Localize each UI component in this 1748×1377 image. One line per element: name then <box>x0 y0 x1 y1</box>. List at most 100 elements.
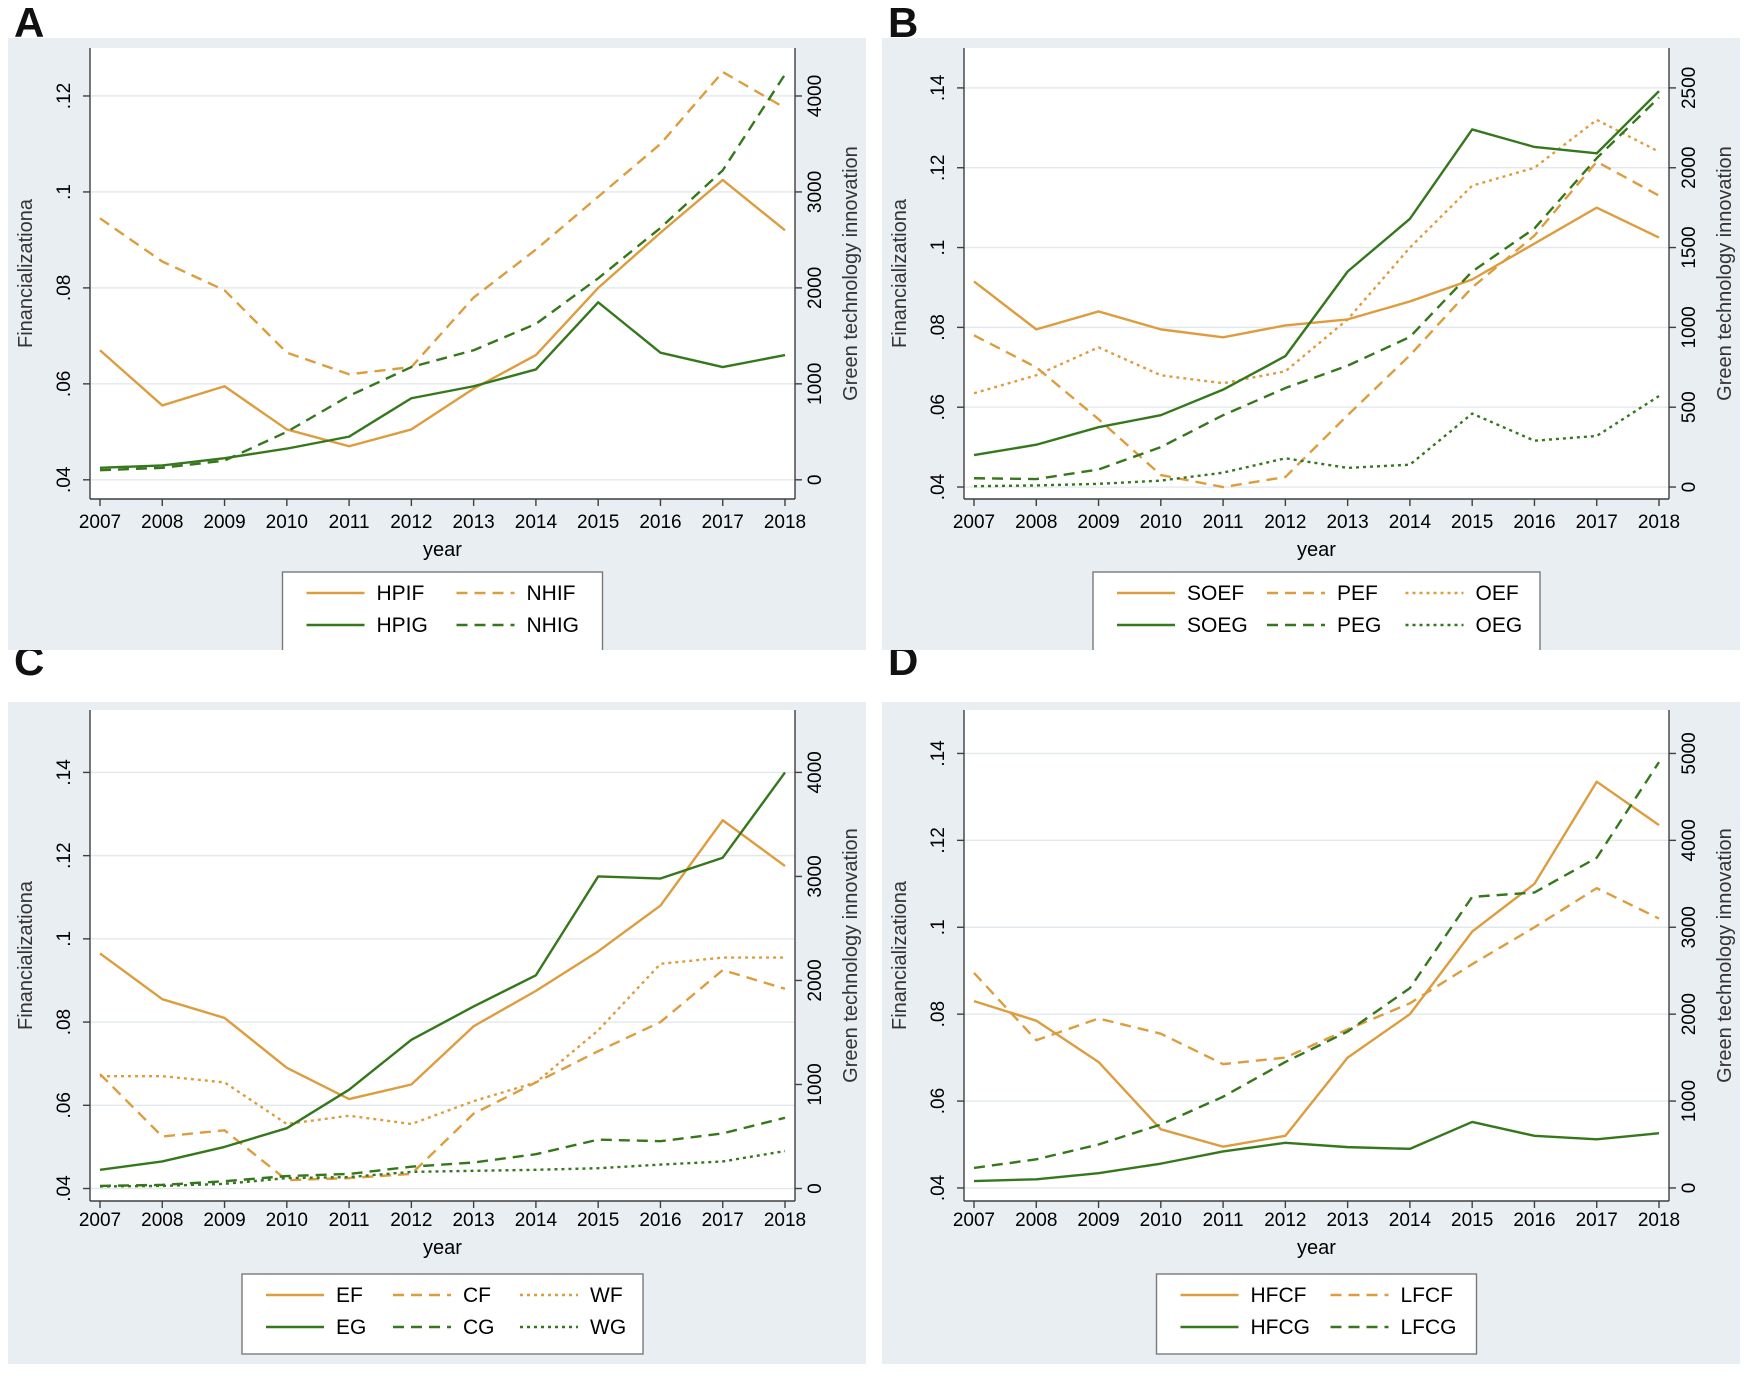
x-tick-label: 2011 <box>1203 1210 1244 1231</box>
series-soef <box>973 206 1660 339</box>
x-tick-label: 2010 <box>266 512 308 533</box>
x-tick-label: 2009 <box>1077 1210 1119 1231</box>
legend-label-hfcg: HFCG <box>1251 1316 1311 1339</box>
series-nhig <box>99 73 787 472</box>
x-tick-label: 2013 <box>1326 512 1368 533</box>
left-tick-label: .12 <box>928 827 949 853</box>
right-tick-label: 0 <box>1679 482 1700 493</box>
legend-label-lfcf: LFCF <box>1401 1284 1454 1307</box>
left-tick-label: .04 <box>54 1175 75 1202</box>
legend-label-pef: PEF <box>1337 582 1378 605</box>
left-axis-title: Financializationa <box>15 198 37 348</box>
legend-box <box>241 1273 644 1355</box>
left-tick-label: .1 <box>928 919 949 935</box>
left-axis-title: Financializationa <box>15 880 37 1030</box>
legend-label-wg: WG <box>590 1316 626 1339</box>
x-tick-label: 2009 <box>203 1210 245 1231</box>
x-tick-label: 2016 <box>1513 512 1555 533</box>
panel-label-a: A <box>14 0 45 46</box>
left-axis-title: Financializationa <box>889 880 911 1030</box>
left-tick-label: .08 <box>54 1009 75 1035</box>
x-tick-label: 2017 <box>1576 1210 1618 1231</box>
right-axis-title: Green technology innovation <box>840 146 862 401</box>
panel-b-chart: .04 .06 .08 .1 .12 .14 0 500 1000 1500 2000 2500 200… <box>882 38 1740 650</box>
x-tick-label: 2010 <box>1140 512 1182 533</box>
legend-label-hpig: HPIG <box>377 614 428 637</box>
x-axis-title: year <box>423 539 462 561</box>
x-tick-label: 2016 <box>639 512 681 533</box>
series-cf <box>99 968 786 1182</box>
panel-a-chart: .04 .06 .08 .1 .12 0 1000 2000 3000 4000 2007 2008 2… <box>8 38 866 650</box>
right-tick-label: 5000 <box>1679 732 1700 774</box>
x-tick-label: 2018 <box>1638 1210 1680 1231</box>
x-tick-label: 2012 <box>1264 512 1306 533</box>
right-tick-label: 1000 <box>1679 306 1700 348</box>
x-tick-label: 2016 <box>1513 1210 1555 1231</box>
right-tick-label: 0 <box>805 1183 826 1194</box>
right-axis-title: Green technology innovation <box>1714 828 1736 1083</box>
x-tick-label: 2011 <box>329 1210 370 1231</box>
x-tick-label: 2008 <box>1015 1210 1057 1231</box>
x-tick-label: 2014 <box>1389 512 1432 533</box>
right-tick-label: 3000 <box>805 855 826 897</box>
left-axis-title: Financializationa <box>889 198 911 348</box>
panel-c-chart: .04 .06 .08 .1 .12 .14 0 1000 2000 3000 4000 2007 20… <box>8 702 866 1364</box>
left-tick-label: .06 <box>54 1092 75 1118</box>
left-tick-label: .14 <box>54 759 75 786</box>
left-tick-label: .08 <box>54 275 75 301</box>
x-tick-label: 2012 <box>390 512 432 533</box>
right-tick-label: 0 <box>805 475 826 486</box>
panel-label-b: B <box>888 0 919 46</box>
right-tick-label: 3000 <box>1679 906 1700 948</box>
x-tick-label: 2015 <box>577 1210 619 1231</box>
series-oef <box>973 118 1660 395</box>
left-tick-label: .08 <box>928 1001 949 1027</box>
right-axis-title: Green technology innovation <box>840 828 862 1083</box>
x-tick-label: 2016 <box>639 1210 681 1231</box>
panel-d-chart: .04 .06 .08 .1 .12 .14 0 1000 2000 3000 4000 5000 20… <box>882 702 1740 1364</box>
left-tick-label: .06 <box>54 371 75 397</box>
x-tick-label: 2015 <box>1451 1210 1493 1231</box>
legend-label-oef: OEF <box>1476 582 1519 605</box>
right-tick-label: 4000 <box>1679 819 1700 861</box>
series-wg <box>99 1149 786 1188</box>
x-tick-label: 2013 <box>452 1210 494 1231</box>
x-tick-label: 2009 <box>1077 512 1119 533</box>
legend-label-nhig: NHIG <box>527 614 580 637</box>
x-tick-label: 2010 <box>1140 1210 1182 1231</box>
x-tick-label: 2008 <box>1015 512 1057 533</box>
series-pef <box>973 160 1660 489</box>
left-tick-label: .08 <box>928 314 949 340</box>
legend-label-soef: SOEF <box>1187 582 1244 605</box>
legend-label-eg: EG <box>336 1316 366 1339</box>
x-tick-label: 2012 <box>1264 1210 1306 1231</box>
right-tick-label: 1500 <box>1679 226 1700 268</box>
right-tick-label: 2500 <box>1679 67 1700 109</box>
left-tick-label: .04 <box>54 466 75 493</box>
right-tick-label: 0 <box>1679 1183 1700 1194</box>
series-oeg <box>973 395 1660 488</box>
series-hpig <box>99 301 786 470</box>
series-lfcf <box>973 886 1660 1066</box>
right-tick-label: 3000 <box>805 171 826 213</box>
right-tick-label: 500 <box>1679 391 1700 423</box>
legend-box <box>1092 571 1541 650</box>
legend-label-cg: CG <box>463 1316 495 1339</box>
left-tick-label: .1 <box>54 931 75 947</box>
x-tick-label: 2017 <box>1576 512 1618 533</box>
left-tick-label: .04 <box>928 473 949 500</box>
series-nhif <box>99 70 786 376</box>
x-tick-label: 2009 <box>203 512 245 533</box>
x-tick-label: 2018 <box>1638 512 1680 533</box>
right-tick-label: 2000 <box>805 267 826 309</box>
right-tick-label: 2000 <box>805 959 826 1001</box>
chart-svg: .04 .06 .08 .1 .12 .14 0 500 1000 1500 2000 2500 200… <box>889 48 1736 650</box>
left-tick-label: .12 <box>54 842 75 868</box>
x-tick-label: 2007 <box>79 1210 121 1231</box>
x-tick-label: 2015 <box>577 512 619 533</box>
left-tick-label: .1 <box>54 184 75 200</box>
x-tick-label: 2011 <box>1203 512 1244 533</box>
legend-label-nhif: NHIF <box>527 582 576 605</box>
legend-label-hpif: HPIF <box>377 582 425 605</box>
